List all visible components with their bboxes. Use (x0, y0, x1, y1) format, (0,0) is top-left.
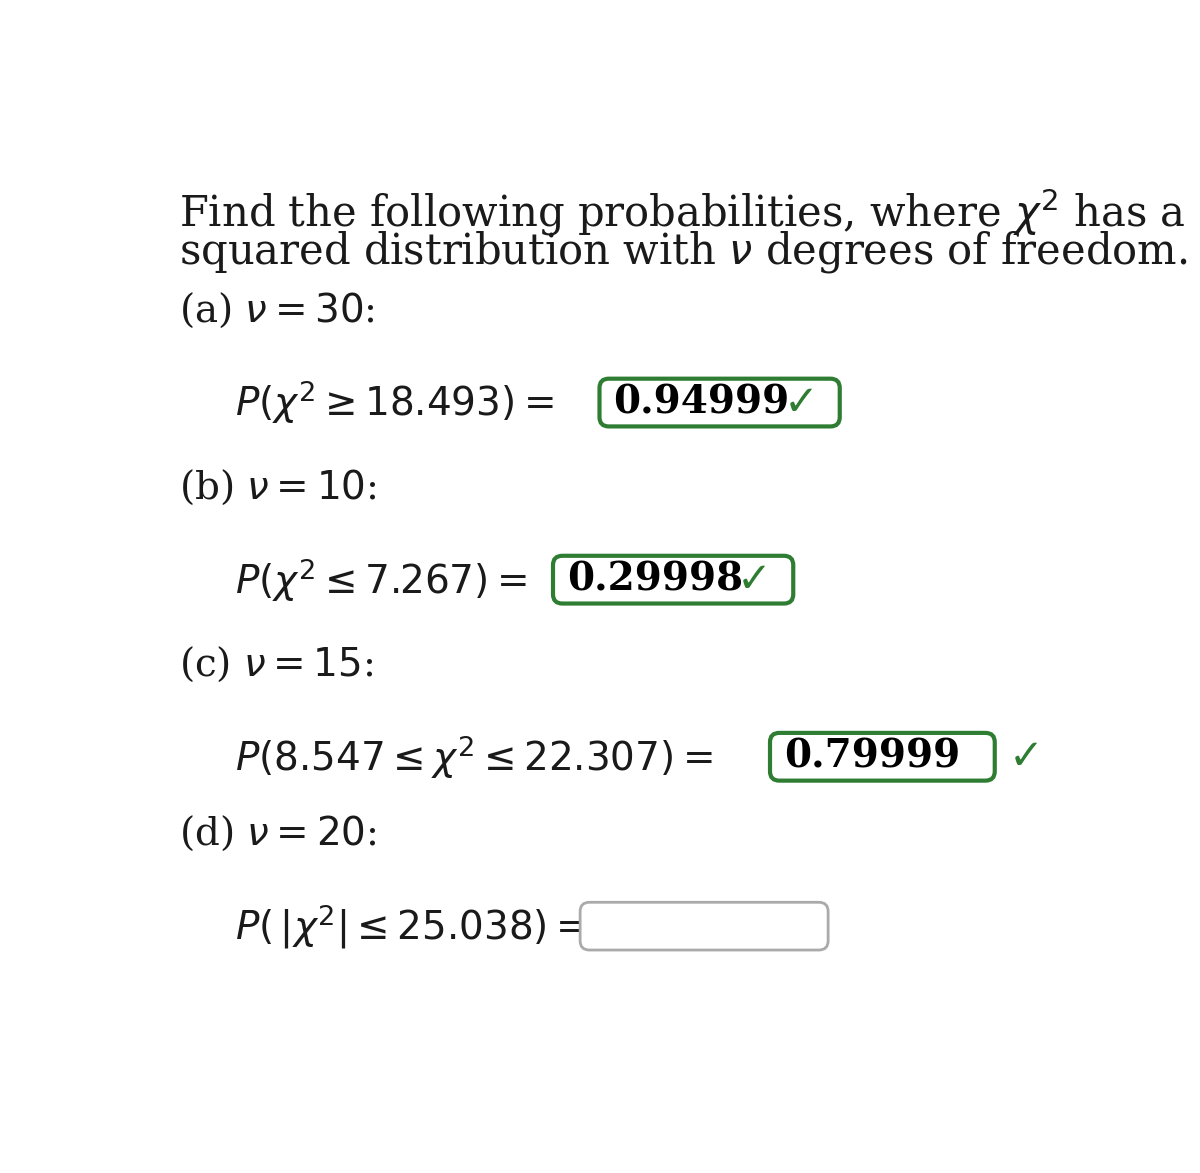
FancyBboxPatch shape (770, 733, 995, 780)
Text: Find the following probabilities, where $\chi^2$ has a Chi-: Find the following probabilities, where … (180, 187, 1200, 238)
FancyBboxPatch shape (600, 379, 840, 427)
Text: (c) $\nu = 15$:: (c) $\nu = 15$: (180, 645, 374, 684)
Text: $P(\,|\chi^2| \leq 25.038) =$: $P(\,|\chi^2| \leq 25.038) =$ (235, 902, 587, 950)
Text: (a) $\nu = 30$:: (a) $\nu = 30$: (180, 291, 376, 330)
FancyBboxPatch shape (553, 556, 793, 604)
Text: $P(\chi^2 \leq 7.267) =$: $P(\chi^2 \leq 7.267) =$ (235, 556, 527, 604)
Text: (d) $\nu = 20$:: (d) $\nu = 20$: (180, 814, 377, 854)
Text: 0.94999: 0.94999 (613, 384, 790, 421)
Text: (b) $\nu = 10$:: (b) $\nu = 10$: (180, 468, 377, 507)
Text: squared distribution with $\nu$ degrees of freedom.: squared distribution with $\nu$ degrees … (180, 230, 1188, 276)
Text: 0.29998: 0.29998 (566, 561, 743, 598)
Text: 0.79999: 0.79999 (784, 738, 960, 775)
Text: ✓: ✓ (784, 381, 818, 423)
Text: ✓: ✓ (1008, 735, 1043, 778)
Text: $P(\chi^2 \geq 18.493) =$: $P(\chi^2 \geq 18.493) =$ (235, 379, 554, 427)
Text: ✓: ✓ (737, 558, 772, 601)
FancyBboxPatch shape (580, 902, 828, 950)
Text: $P(8.547 \leq \chi^2 \leq 22.307) =$: $P(8.547 \leq \chi^2 \leq 22.307) =$ (235, 733, 713, 780)
